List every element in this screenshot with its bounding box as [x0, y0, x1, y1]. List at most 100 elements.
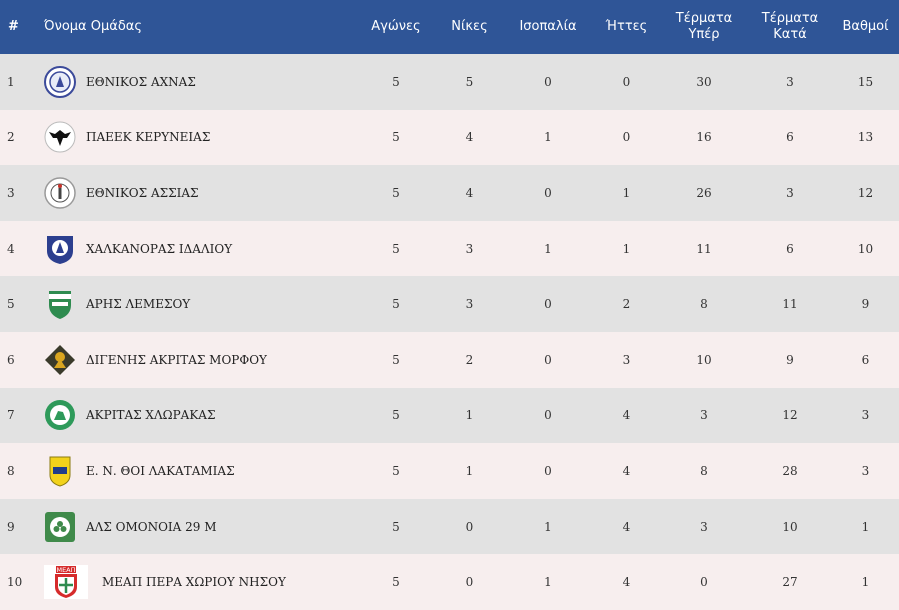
team-name: ΧΑΛΚΑΝΟΡΑΣ ΙΔΑΛΙΟΥ [86, 241, 233, 256]
omonoia-29m-crest-icon [45, 511, 75, 542]
goals-for-cell: 26 [696, 185, 712, 200]
losses-cell: 0 [622, 74, 631, 89]
header-goals-against-line1: Τέρματα [761, 11, 819, 26]
losses-cell: 0 [622, 130, 631, 145]
header-draws: Ισοπαλία [519, 19, 577, 34]
draws-cell: 0 [544, 408, 552, 423]
draws-cell: 1 [544, 130, 552, 145]
rank-cell: 4 [7, 241, 15, 256]
team-name: ΑΛΣ ΟΜΟΝΟΙΑ 29 Μ [86, 519, 217, 534]
table-row: 8 Ε. Ν. ΘΟΙ ΛΑΚΑΤΑΜΙΑΣ 5 1 0 4 8 28 3 [0, 443, 899, 499]
points-cell: 9 [861, 297, 870, 312]
goals-against-cell: 10 [782, 519, 798, 534]
team-name: Ε. Ν. ΘΟΙ ΛΑΚΑΤΑΜΙΑΣ [86, 463, 235, 478]
team-name: ΜΕΑΠ ΠΕΡΑ ΧΩΡΙΟΥ ΝΗΣΟΥ [102, 575, 286, 590]
team-name: ΕΘΝΙΚΟΣ ΑΧΝΑΣ [86, 74, 196, 89]
goals-for-cell: 0 [700, 575, 708, 590]
draws-cell: 0 [544, 185, 552, 200]
team-cell: ΔΙΓΕΝΗΣ ΑΚΡΙΤΑΣ ΜΟΡΦΟΥ [44, 332, 356, 388]
header-goals-for-line1: Τέρματα [675, 11, 733, 26]
rank-cell: 6 [7, 352, 15, 367]
draws-cell: 0 [544, 352, 552, 367]
team-cell: ΧΑΛΚΑΝΟΡΑΣ ΙΔΑΛΙΟΥ [44, 221, 356, 277]
played-cell: 5 [392, 575, 400, 590]
team-name: ΔΙΓΕΝΗΣ ΑΚΡΙΤΑΣ ΜΟΡΦΟΥ [86, 352, 267, 367]
rank-cell: 3 [7, 185, 15, 200]
points-cell: 10 [857, 241, 874, 256]
ethnikos-assias-crest-icon [44, 177, 76, 209]
header-goals-for: Τέρματα Υπέρ [660, 0, 748, 54]
team-cell: ΕΘΝΙΚΟΣ ΑΧΝΑΣ [44, 54, 356, 110]
table-row: 5 ΑΡΗΣ ΛΕΜΕΣΟΥ 5 3 0 2 8 11 9 [0, 276, 899, 332]
goals-for-cell: 3 [700, 408, 708, 423]
losses-cell: 4 [622, 463, 631, 478]
goals-against-cell: 11 [782, 297, 798, 312]
wins-cell: 4 [465, 130, 474, 145]
draws-cell: 0 [544, 297, 552, 312]
rank-cell: 2 [7, 130, 15, 145]
table-row: 2 ΠΑΕΕΚ ΚΕΡΥΝΕΙΑΣ 5 4 1 0 16 6 13 [0, 109, 899, 166]
points-cell: 1 [861, 519, 870, 534]
goals-for-cell: 30 [696, 74, 712, 89]
table-row: 1 ΕΘΝΙΚΟΣ ΑΧΝΑΣ 5 5 0 0 30 3 15 [0, 54, 899, 110]
rank-cell: 5 [7, 297, 15, 312]
losses-cell: 1 [622, 185, 631, 200]
wins-cell: 3 [465, 297, 474, 312]
team-cell: ΑΚΡΙΤΑΣ ΧΛΩΡΑΚΑΣ [44, 388, 356, 444]
table-row: 6 ΔΙΓΕΝΗΣ ΑΚΡΙΤΑΣ ΜΟΡΦΟΥ 5 2 0 3 10 9 6 [0, 331, 899, 388]
wins-cell: 1 [465, 408, 474, 423]
wins-cell: 3 [465, 241, 474, 256]
points-cell: 12 [857, 185, 874, 200]
rank-cell: 1 [7, 74, 15, 89]
goals-against-cell: 3 [786, 74, 794, 89]
draws-cell: 0 [544, 74, 552, 89]
goals-against-cell: 3 [786, 185, 794, 200]
rank-cell: 10 [7, 575, 23, 590]
header-goals-against: Τέρματα Κατά [748, 0, 832, 54]
losses-cell: 2 [622, 297, 631, 312]
goals-against-cell: 6 [786, 130, 794, 145]
points-cell: 15 [857, 74, 874, 89]
table-row: 7 ΑΚΡΙΤΑΣ ΧΛΩΡΑΚΑΣ 5 1 0 4 3 12 3 [0, 387, 899, 444]
goals-against-cell: 28 [782, 463, 798, 478]
played-cell: 5 [392, 185, 400, 200]
header-wins: Νίκες [451, 19, 488, 34]
team-cell: ΕΘΝΙΚΟΣ ΑΣΣΙΑΣ [44, 165, 356, 221]
table-row: 9 ΑΛΣ ΟΜΟΝΟΙΑ 29 Μ 5 0 1 4 3 10 [0, 498, 899, 555]
wins-cell: 0 [465, 519, 474, 534]
goals-against-cell: 6 [786, 241, 794, 256]
team-cell: ΑΡΗΣ ΛΕΜΕΣΟΥ [44, 276, 356, 332]
points-cell: 1 [861, 575, 870, 590]
goals-for-cell: 10 [696, 352, 712, 367]
goals-against-cell: 9 [786, 352, 794, 367]
header-rank: # [8, 19, 19, 34]
played-cell: 5 [392, 297, 400, 312]
wins-cell: 1 [465, 463, 474, 478]
draws-cell: 1 [544, 519, 552, 534]
table-header-row: # Όνομα Ομάδας Αγώνες Νίκες Ισοπαλία Ήττ… [0, 0, 899, 54]
wins-cell: 0 [465, 575, 474, 590]
losses-cell: 3 [622, 352, 631, 367]
digenis-morfou-crest-icon [45, 344, 75, 375]
goals-for-cell: 16 [696, 130, 712, 145]
header-goals-against-line2: Κατά [773, 27, 807, 42]
played-cell: 5 [392, 74, 400, 89]
thoi-lakatamias-crest-icon [49, 456, 71, 487]
team-name: ΠΑΕΕΚ ΚΕΡΥΝΕΙΑΣ [86, 130, 211, 145]
draws-cell: 0 [544, 463, 552, 478]
goals-for-cell: 8 [700, 463, 708, 478]
wins-cell: 2 [465, 352, 474, 367]
losses-cell: 4 [622, 408, 631, 423]
team-cell: ΜΕΑΠ ΜΕΑΠ ΠΕΡΑ ΧΩΡΙΟΥ ΝΗΣΟΥ [44, 554, 356, 610]
header-points: Βαθμοί [842, 19, 889, 34]
team-cell: ΠΑΕΕΚ ΚΕΡΥΝΕΙΑΣ [44, 110, 356, 166]
meap-logo-text: ΜΕΑΠ [56, 566, 75, 574]
losses-cell: 4 [622, 519, 631, 534]
chalkanoras-crest-icon [47, 235, 73, 264]
played-cell: 5 [392, 241, 400, 256]
played-cell: 5 [392, 463, 400, 478]
draws-cell: 1 [544, 241, 552, 256]
meap-crest-icon: ΜΕΑΠ [44, 565, 88, 600]
played-cell: 5 [392, 408, 400, 423]
